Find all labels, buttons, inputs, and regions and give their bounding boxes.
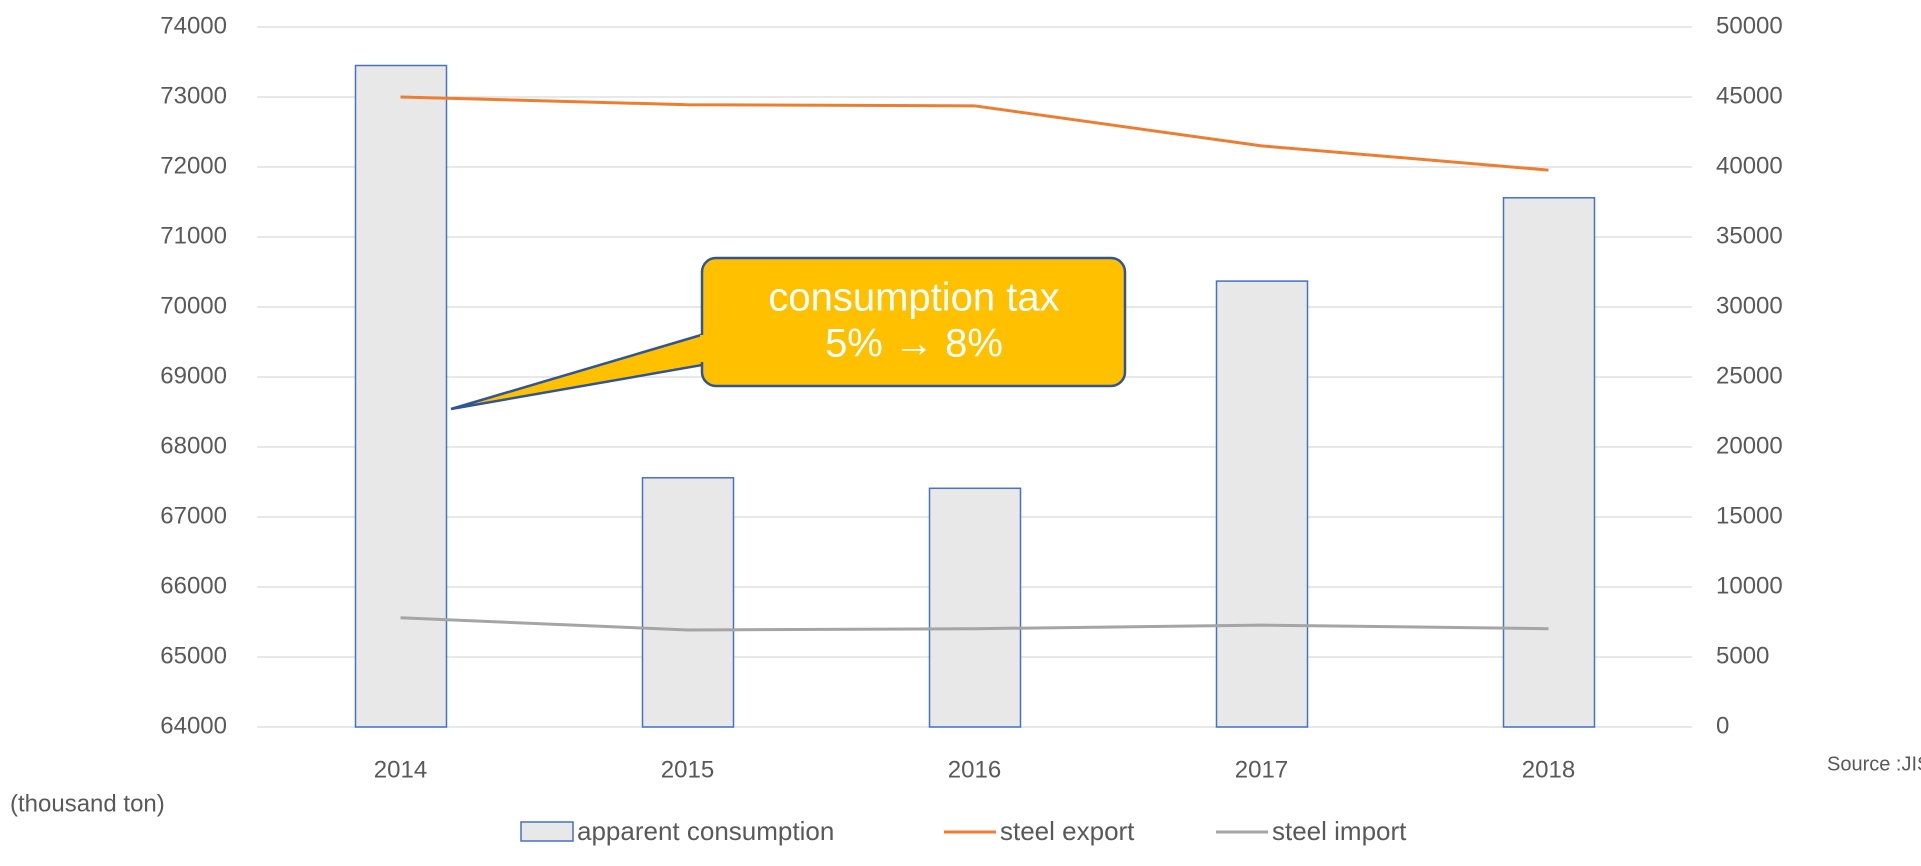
y2-tick-label: 20000 — [1716, 432, 1783, 459]
y2-tick-label: 35000 — [1716, 222, 1783, 249]
y2-tick-label: 30000 — [1716, 292, 1783, 319]
y-tick-label: 74000 — [160, 12, 227, 39]
y-tick-label: 68000 — [160, 432, 227, 459]
line — [400, 95, 1549, 172]
line — [400, 616, 1549, 632]
legend-label: steel export — [1000, 816, 1135, 846]
x-tick-label: 2018 — [1522, 756, 1575, 783]
callout-box — [700, 256, 1127, 388]
x-tick-label: 2017 — [1235, 756, 1288, 783]
y2-tick-label: 0 — [1716, 712, 1729, 739]
y2-tick-label: 40000 — [1716, 152, 1783, 179]
callout-patch — [700, 335, 706, 362]
x-tick-label: 2015 — [661, 756, 714, 783]
source: Source :JISF — [1827, 753, 1921, 775]
bar — [641, 477, 735, 728]
y-tick-label: 70000 — [160, 292, 227, 319]
y-tick-label: 64000 — [160, 712, 227, 739]
y2-tick-label: 50000 — [1716, 12, 1783, 39]
x-tick-label: 2014 — [374, 756, 427, 783]
bar — [354, 64, 448, 728]
y2-tick-label: 10000 — [1716, 572, 1783, 599]
y2-tick-label: 5000 — [1716, 642, 1769, 669]
bar — [1502, 197, 1596, 728]
y-tick-label: 66000 — [160, 572, 227, 599]
y-tick-label: 65000 — [160, 642, 227, 669]
y-tick-label: 73000 — [160, 82, 227, 109]
bar — [1215, 280, 1309, 728]
y-tick-label: 67000 — [160, 502, 227, 529]
callout-text: 5% → 8% — [825, 322, 1003, 366]
legend-swatch — [520, 821, 574, 842]
x-tick-label: 2016 — [948, 756, 1001, 783]
callout-pointer — [450, 331, 710, 411]
y2-tick-label: 25000 — [1716, 362, 1783, 389]
y2-tick-label: 15000 — [1716, 502, 1783, 529]
y2-tick-label: 45000 — [1716, 82, 1783, 109]
legend-label: steel import — [1272, 816, 1407, 846]
bar — [928, 487, 1022, 728]
y-tick-label: 69000 — [160, 362, 227, 389]
y-axis-label: (thousand ton) — [10, 790, 165, 817]
callout-text: consumption tax — [768, 276, 1059, 320]
legend-label: apparent consumption — [577, 816, 834, 846]
y-tick-label: 72000 — [160, 152, 227, 179]
y-tick-label: 71000 — [160, 222, 227, 249]
